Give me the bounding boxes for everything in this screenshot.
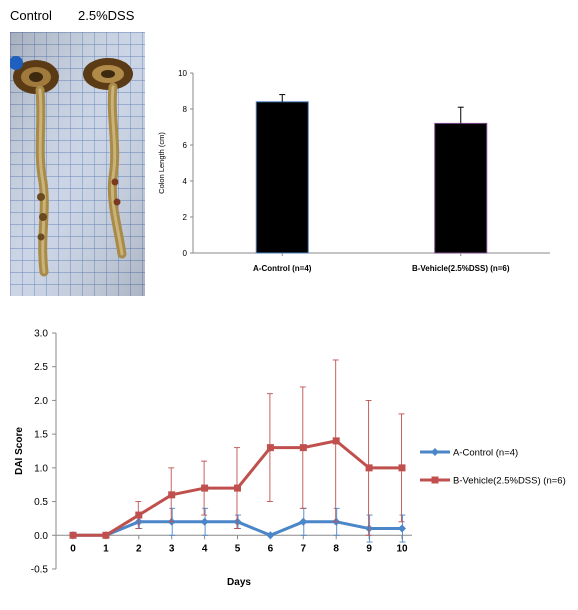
data-point [266, 444, 274, 452]
bar-control [255, 101, 309, 254]
data-point [135, 511, 143, 519]
line-x-tick-label: 6 [268, 543, 274, 554]
data-point [398, 524, 406, 533]
data-point [69, 531, 77, 539]
line-y-tick-label: 2.0 [34, 396, 48, 407]
line-x-tick-label: 1 [103, 543, 109, 554]
colon-photo [10, 32, 145, 296]
line-x-axis-label: Days [227, 577, 251, 588]
bar-y-tick-label: 2 [183, 213, 188, 222]
data-point [365, 464, 373, 472]
legend-swatch-marker [431, 476, 439, 484]
legend-swatch-marker [431, 448, 439, 456]
bar-y-tick-label: 6 [183, 141, 188, 150]
line-y-tick-label: 2.5 [34, 362, 48, 373]
data-point [299, 517, 308, 526]
line-y-tick-label: 3.0 [34, 329, 48, 340]
line-y-tick-label: 0.0 [34, 531, 48, 542]
colon-photo-panel: Control 2.5%DSS [10, 0, 145, 300]
bar-vehicle [434, 122, 488, 254]
line-x-tick-label: 4 [202, 543, 208, 554]
dai-score-line-chart: -0.5 0.0 0.5 1.0 1.5 2.0 2.5 3.0 0 1 2 3 4 5 6 7 8 9 10 DAI… [14, 329, 566, 589]
line-y-tick-label: 0.5 [34, 497, 48, 508]
legend-label: A-Control (n=4) [453, 448, 518, 459]
data-point [398, 464, 406, 472]
data-point [299, 444, 307, 452]
photo-label-control: Control [10, 8, 52, 23]
data-point [134, 517, 143, 526]
line-x-tick-label: 9 [366, 543, 372, 554]
data-point [201, 484, 209, 492]
data-point [266, 531, 275, 540]
line-y-tick-label: 1.5 [34, 430, 48, 441]
data-point [102, 531, 110, 539]
colon-length-bar-chart: 0 2 4 6 8 10 Colon Length (cm) A-Control (n=4) B… [157, 69, 550, 273]
line-x-tick-label: 10 [396, 543, 408, 554]
bar-category-label: A-Control (n=4) [253, 264, 312, 273]
line-x-tick-label: 8 [333, 543, 339, 554]
bar-y-tick-label: 0 [183, 249, 188, 258]
bar-y-axis-label: Colon Length (cm) [157, 132, 166, 194]
bar-y-tick-label: 10 [178, 69, 187, 78]
bar-y-tick-label: 8 [183, 105, 188, 114]
line-x-tick-label: 2 [136, 543, 142, 554]
data-point [168, 491, 176, 499]
line-y-tick-label: -0.5 [31, 565, 49, 576]
photo-label-dss: 2.5%DSS [78, 8, 135, 23]
data-point [233, 517, 242, 526]
dss-colon-specimen [83, 58, 133, 259]
legend-label: B-Vehicle(2.5%DSS) (n=6) [453, 476, 566, 487]
data-point [200, 517, 209, 526]
line-y-axis-label: DAI Score [14, 427, 25, 475]
line-x-tick-label: 7 [301, 543, 307, 554]
data-point [332, 437, 340, 445]
line-x-tick-label: 5 [235, 543, 241, 554]
data-point [365, 524, 374, 533]
control-colon-specimen [10, 56, 59, 277]
bar-category-label: B-Vehicle(2.5%DSS) (n=6) [412, 264, 510, 273]
line-y-tick-label: 1.0 [34, 463, 48, 474]
data-point [234, 484, 241, 492]
line-x-tick-label: 3 [169, 543, 175, 554]
series-vehicle [69, 359, 406, 539]
bar-y-tick-label: 4 [183, 177, 188, 186]
line-x-tick-label: 0 [70, 543, 76, 554]
line-legend: A-Control (n=4) B-Vehicle(2.5%DSS) (n=6) [420, 448, 566, 487]
